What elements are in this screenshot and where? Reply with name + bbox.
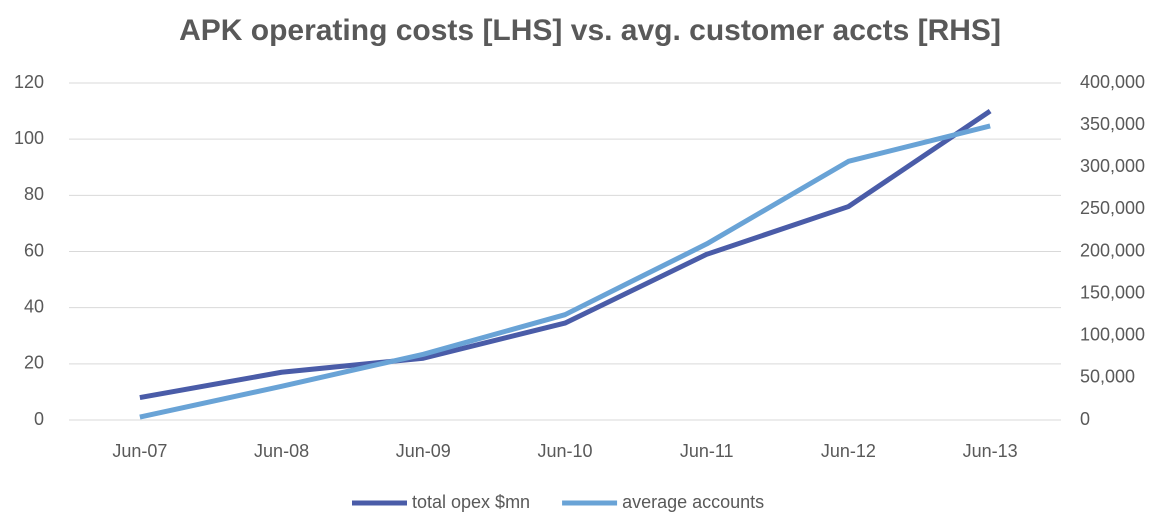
y-tick-label: 60 xyxy=(24,240,44,260)
y-tick-label: 120 xyxy=(14,72,44,92)
series-line xyxy=(139,123,991,420)
x-tick-label: Jun-11 xyxy=(680,441,734,461)
x-tick-label: Jun-12 xyxy=(821,441,876,461)
x-tick-label: Jun-09 xyxy=(396,441,451,461)
y2-tick-label: 200,000 xyxy=(1080,240,1145,260)
x-tick-label: Jun-13 xyxy=(963,441,1018,461)
y2-tick-label: 100,000 xyxy=(1080,325,1145,345)
x-tick-label: Jun-08 xyxy=(254,441,309,461)
x-tick-label: Jun-07 xyxy=(112,441,167,461)
y2-tick-label: 50,000 xyxy=(1080,367,1135,387)
y-tick-label: 100 xyxy=(14,128,44,148)
y2-tick-label: 150,000 xyxy=(1080,282,1145,302)
y-tick-label: 0 xyxy=(34,409,44,429)
legend-label: total opex $mn xyxy=(412,492,530,512)
y-tick-label: 20 xyxy=(24,353,44,373)
legend-label: average accounts xyxy=(622,492,764,512)
series-line xyxy=(139,109,992,400)
y2-tick-label: 0 xyxy=(1080,409,1090,429)
y-tick-label: 80 xyxy=(24,184,44,204)
chart-title: APK operating costs [LHS] vs. avg. custo… xyxy=(179,14,1001,47)
y-tick-label: 40 xyxy=(24,296,44,316)
y2-tick-label: 250,000 xyxy=(1080,198,1145,218)
x-tick-label: Jun-10 xyxy=(537,441,592,461)
y2-tick-label: 400,000 xyxy=(1080,72,1145,92)
y2-tick-label: 350,000 xyxy=(1080,114,1145,134)
y2-tick-label: 300,000 xyxy=(1080,156,1145,176)
